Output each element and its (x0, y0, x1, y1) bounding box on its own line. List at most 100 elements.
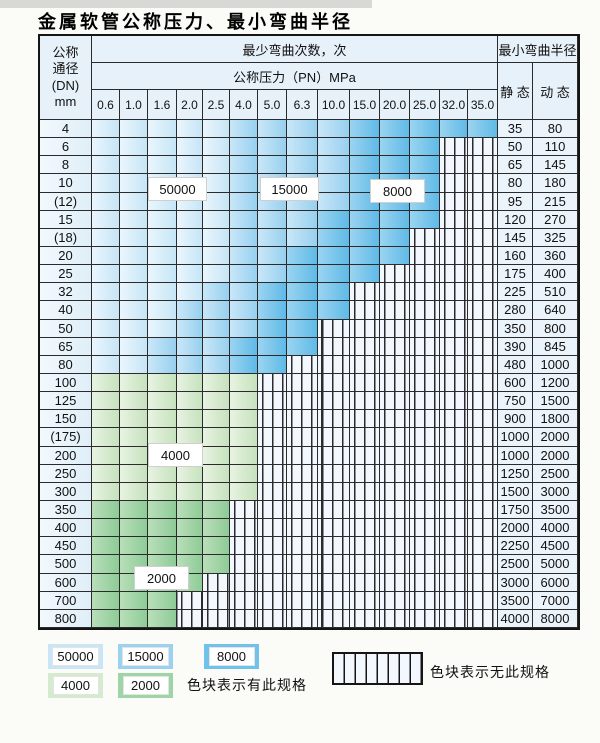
no-spec-cell (468, 301, 498, 320)
dn-cell: 65 (40, 337, 92, 356)
dn-cell: 250 (40, 464, 92, 483)
static-radius-cell: 390 (498, 337, 533, 356)
dynamic-radius-cell: 3000 (533, 482, 578, 501)
no-spec-cell (440, 410, 468, 429)
dn-cell: 32 (40, 283, 92, 302)
spec-cell (287, 138, 318, 157)
spec-cell (350, 138, 380, 157)
no-spec-cell (287, 482, 318, 501)
spec-cell (177, 156, 203, 175)
spec-cell (258, 265, 287, 284)
spec-cell (120, 519, 148, 538)
spec-cell (258, 120, 287, 139)
spec-cell (177, 138, 203, 157)
spec-cell (203, 392, 230, 411)
no-spec-cell (440, 482, 468, 501)
scan-top-strip (0, 0, 372, 8)
no-spec-cell (380, 373, 410, 393)
no-spec-cell (410, 392, 440, 411)
dynamic-radius-cell: 325 (533, 228, 578, 247)
dynamic-radius-cell: 6000 (533, 573, 578, 592)
spec-cell (148, 373, 177, 393)
dn-cell: 15 (40, 210, 92, 229)
pressure-value-header: 25.0 (410, 90, 440, 120)
spec-cell (203, 174, 230, 193)
spec-cell (92, 337, 120, 356)
spec-cell (350, 156, 380, 175)
no-spec-cell (440, 555, 468, 574)
spec-cell (230, 373, 258, 393)
static-radius-cell: 750 (498, 392, 533, 411)
min-radius-header: 最小弯曲半径 (498, 36, 578, 63)
dynamic-radius-cell: 1200 (533, 373, 578, 393)
legend-swatch-50000: 50000 (48, 644, 103, 669)
spec-cell (410, 156, 440, 175)
spec-cell (230, 228, 258, 247)
spec-cell (177, 210, 203, 229)
no-spec-cell (287, 428, 318, 447)
dynamic-radius-cell: 4000 (533, 519, 578, 538)
no-spec-cell (410, 464, 440, 483)
spec-cell (92, 138, 120, 157)
no-spec-cell (410, 246, 440, 266)
no-spec-cell (468, 591, 498, 610)
no-spec-cell (440, 319, 468, 338)
spec-cell (120, 192, 148, 211)
no-spec-cell (350, 500, 380, 520)
no-spec-cell (287, 500, 318, 520)
spec-cell (120, 355, 148, 374)
no-spec-cell (440, 392, 468, 411)
no-spec-cell (410, 555, 440, 574)
no-spec-cell (468, 482, 498, 501)
spec-cell (120, 283, 148, 302)
spec-cell (92, 355, 120, 374)
spec-cell (120, 120, 148, 139)
dn-cell: (12) (40, 192, 92, 211)
dynamic-radius-cell: 215 (533, 192, 578, 211)
no-spec-cell (287, 392, 318, 411)
no-spec-cell (203, 609, 230, 628)
no-spec-cell (287, 555, 318, 574)
no-spec-cell (230, 555, 258, 574)
dynamic-radius-cell: 180 (533, 174, 578, 193)
spec-cell (120, 537, 148, 556)
dynamic-radius-cell: 2000 (533, 428, 578, 447)
no-spec-cell (468, 319, 498, 338)
spec-cell (92, 464, 120, 483)
no-spec-cell (350, 373, 380, 393)
dynamic-radius-cell: 400 (533, 265, 578, 284)
static-radius-cell: 225 (498, 283, 533, 302)
no-spec-cell (440, 428, 468, 447)
spec-cell (148, 355, 177, 374)
no-spec-cell (410, 609, 440, 628)
no-spec-cell (410, 573, 440, 592)
pressure-value-header: 10.0 (318, 90, 350, 120)
no-spec-cell (380, 337, 410, 356)
dynamic-radius-cell: 845 (533, 337, 578, 356)
spec-cell (92, 301, 120, 320)
spec-cell (92, 482, 120, 501)
spec-cell (120, 337, 148, 356)
no-spec-cell (380, 464, 410, 483)
spec-cell (203, 156, 230, 175)
static-radius-cell: 3000 (498, 573, 533, 592)
spec-cell (203, 138, 230, 157)
spec-cell (120, 500, 148, 520)
no-spec-cell (287, 446, 318, 465)
no-spec-cell (468, 464, 498, 483)
no-spec-cell (440, 174, 468, 193)
no-spec-cell (440, 156, 468, 175)
no-spec-cell (410, 319, 440, 338)
spec-cell (148, 519, 177, 538)
legend-swatch-15000: 15000 (118, 644, 173, 669)
spec-cell (230, 210, 258, 229)
dynamic-radius-cell: 4500 (533, 537, 578, 556)
no-spec-cell (380, 355, 410, 374)
spec-cell (318, 265, 350, 284)
spec-cell (92, 410, 120, 429)
spec-cell (148, 156, 177, 175)
dynamic-radius-cell: 2000 (533, 446, 578, 465)
no-spec-cell (468, 174, 498, 193)
legend-hatch-swatch (332, 652, 423, 685)
spec-cell (258, 228, 287, 247)
